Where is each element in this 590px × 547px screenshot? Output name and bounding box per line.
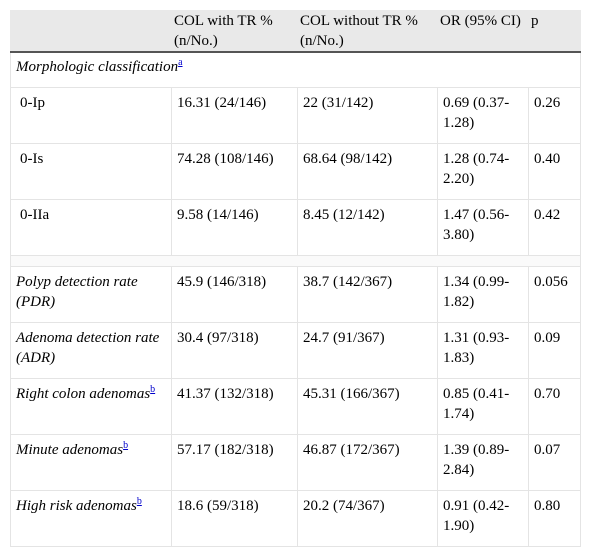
cell-p-value: 0.26 <box>528 87 581 144</box>
header-row: COL with TR % (n/No.) COL without TR % (… <box>10 10 581 53</box>
cell-with-tr: 41.37 (132/318) <box>171 378 298 435</box>
header-odds-ratio: OR (95% CI) <box>437 10 529 53</box>
footnote-link[interactable]: b <box>123 440 129 451</box>
row-label-cell: Polyp detection rate (PDR) <box>10 266 172 323</box>
section-title: Morphologic classification <box>16 59 179 75</box>
header-p-value: p <box>528 10 581 53</box>
cell-odds-ratio: 0.91 (0.42-1.90) <box>437 490 529 547</box>
table-row: 0-Is 74.28 (108/146) 68.64 (98/142) 1.28… <box>10 143 581 200</box>
footnote-link[interactable]: a <box>178 57 183 68</box>
cell-without-tr: 8.45 (12/142) <box>297 199 438 256</box>
row-label: Adenoma detection rate (ADR) <box>16 330 160 366</box>
cell-with-tr: 30.4 (97/318) <box>171 322 298 379</box>
table-row: 0-IIa 9.58 (14/146) 8.45 (12/142) 1.47 (… <box>10 199 581 256</box>
spacer-cell <box>10 255 581 267</box>
table-row: Polyp detection rate (PDR) 45.9 (146/318… <box>10 266 581 323</box>
row-label-cell: Right colon adenomasb <box>10 378 172 435</box>
cell-p-value: 0.42 <box>528 199 581 256</box>
section-cell: Morphologic classificationa <box>10 51 581 88</box>
row-label-cell: Adenoma detection rate (ADR) <box>10 322 172 379</box>
spacer-row <box>10 255 581 267</box>
row-label: 0-IIa <box>10 199 172 256</box>
header-blank <box>10 10 172 53</box>
table-row: High risk adenomasb 18.6 (59/318) 20.2 (… <box>10 490 581 547</box>
row-label: High risk adenomas <box>16 498 137 514</box>
table-row: 0-Ip 16.31 (24/146) 22 (31/142) 0.69 (0.… <box>10 87 581 144</box>
row-label: Right colon adenomas <box>16 386 151 402</box>
row-label-cell: High risk adenomasb <box>10 490 172 547</box>
footnote-link[interactable]: b <box>150 384 156 395</box>
cell-with-tr: 74.28 (108/146) <box>171 143 298 200</box>
header-col-without-tr: COL without TR % (n/No.) <box>297 10 438 53</box>
cell-p-value: 0.07 <box>528 434 581 491</box>
cell-with-tr: 16.31 (24/146) <box>171 87 298 144</box>
cell-without-tr: 22 (31/142) <box>297 87 438 144</box>
cell-odds-ratio: 1.31 (0.93-1.83) <box>437 322 529 379</box>
cell-p-value: 0.09 <box>528 322 581 379</box>
row-label: 0-Is <box>10 143 172 200</box>
table-row: Adenoma detection rate (ADR) 30.4 (97/31… <box>10 322 581 379</box>
cell-with-tr: 18.6 (59/318) <box>171 490 298 547</box>
cell-with-tr: 57.17 (182/318) <box>171 434 298 491</box>
cell-with-tr: 45.9 (146/318) <box>171 266 298 323</box>
cell-odds-ratio: 0.85 (0.41-1.74) <box>437 378 529 435</box>
cell-odds-ratio: 1.47 (0.56-3.80) <box>437 199 529 256</box>
cell-odds-ratio: 1.28 (0.74-2.20) <box>437 143 529 200</box>
row-label: 0-Ip <box>10 87 172 144</box>
cell-without-tr: 45.31 (166/367) <box>297 378 438 435</box>
cell-with-tr: 9.58 (14/146) <box>171 199 298 256</box>
cell-p-value: 0.056 <box>528 266 581 323</box>
cell-p-value: 0.80 <box>528 490 581 547</box>
header-col-with-tr: COL with TR % (n/No.) <box>171 10 298 53</box>
cell-odds-ratio: 1.34 (0.99-1.82) <box>437 266 529 323</box>
cell-odds-ratio: 1.39 (0.89-2.84) <box>437 434 529 491</box>
cell-p-value: 0.40 <box>528 143 581 200</box>
table-row: Right colon adenomasb 41.37 (132/318) 45… <box>10 378 581 435</box>
cell-without-tr: 24.7 (91/367) <box>297 322 438 379</box>
row-label: Minute adenomas <box>16 442 124 458</box>
section-row: Morphologic classificationa <box>10 51 581 88</box>
cell-without-tr: 20.2 (74/367) <box>297 490 438 547</box>
row-label: Polyp detection rate (PDR) <box>16 274 138 310</box>
cell-odds-ratio: 0.69 (0.37-1.28) <box>437 87 529 144</box>
cell-without-tr: 38.7 (142/367) <box>297 266 438 323</box>
cell-without-tr: 68.64 (98/142) <box>297 143 438 200</box>
cell-p-value: 0.70 <box>528 378 581 435</box>
results-table: COL with TR % (n/No.) COL without TR % (… <box>10 10 581 547</box>
row-label-cell: Minute adenomasb <box>10 434 172 491</box>
table-row: Minute adenomasb 57.17 (182/318) 46.87 (… <box>10 434 581 491</box>
cell-without-tr: 46.87 (172/367) <box>297 434 438 491</box>
footnote-link[interactable]: b <box>136 496 142 507</box>
